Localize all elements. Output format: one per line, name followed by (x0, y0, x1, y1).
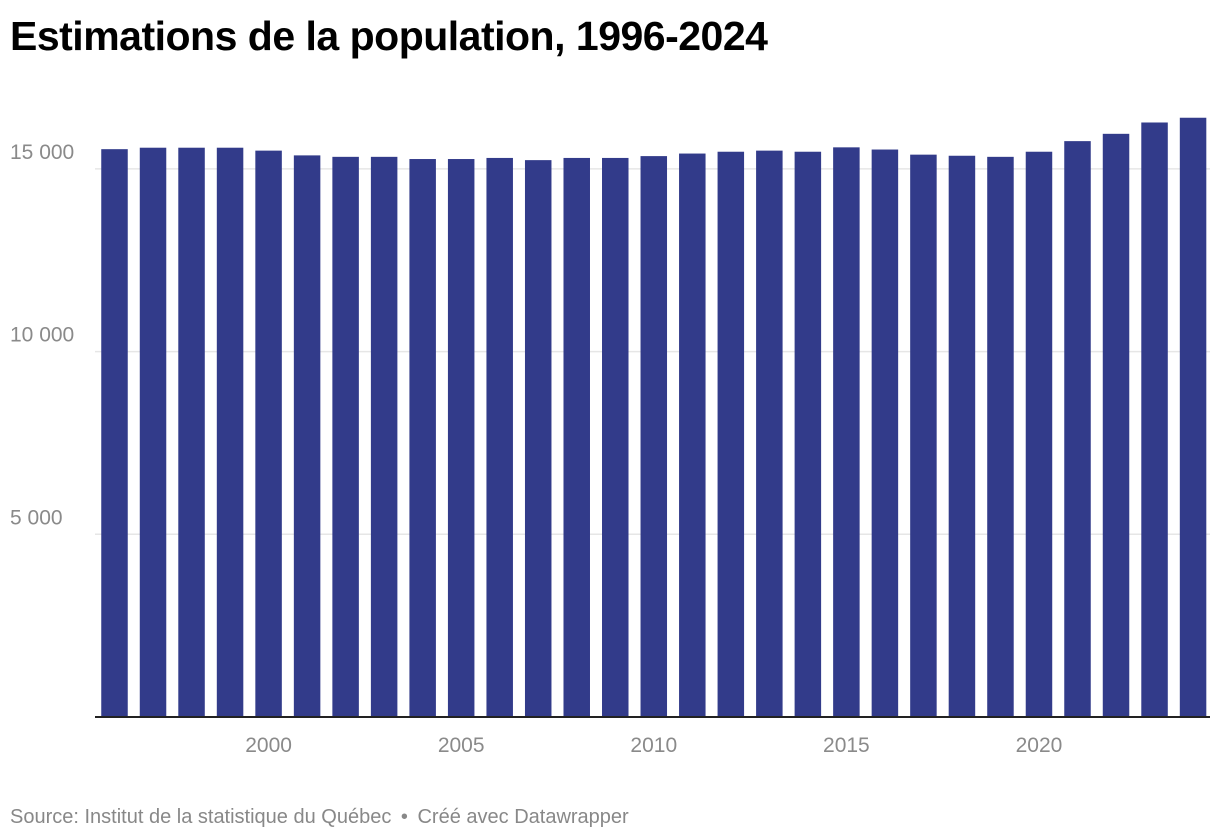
y-tick-label: 10 000 (10, 324, 74, 347)
bar-2008 (563, 157, 590, 717)
y-axis-labels: 5 000 10 000 15 000 (10, 141, 74, 529)
bar-2017 (910, 154, 937, 717)
bar-2011 (679, 153, 706, 718)
datawrapper-credit: Créé avec Datawrapper (417, 806, 629, 828)
bar-2014 (794, 151, 822, 718)
bar-2018 (948, 155, 976, 717)
bar-2000 (255, 150, 282, 717)
bar-2016 (871, 149, 899, 717)
bar-2002 (332, 156, 359, 718)
bar-1996 (101, 149, 128, 718)
x-tick-label: 2005 (438, 734, 485, 757)
bar-2022 (1102, 133, 1130, 717)
bar-1998 (178, 147, 205, 717)
bar-2024 (1179, 117, 1207, 718)
x-tick-label: 2000 (245, 734, 292, 757)
bar-2023 (1141, 122, 1168, 718)
bar-2004 (409, 159, 436, 717)
y-tick-label: 5 000 (10, 506, 63, 529)
bar-2013 (756, 150, 783, 717)
chart-title: Estimations de la population, 1996-2024 (10, 13, 768, 59)
bar-2012 (717, 151, 745, 718)
bar-chart: 5 000 10 000 15 000 2000 2005 2010 2015 2020 (10, 117, 1210, 757)
bar-2007 (524, 160, 552, 717)
bar-2019 (987, 156, 1014, 718)
bar-2009 (602, 157, 629, 717)
bar-2005 (447, 159, 475, 717)
bar-2021 (1064, 141, 1091, 717)
footer-separator: • (400, 806, 408, 828)
bar-2015 (833, 147, 860, 718)
x-tick-label: 2010 (630, 734, 677, 757)
bar-1999 (216, 147, 244, 717)
bar-1997 (139, 147, 167, 717)
bar-2006 (486, 157, 513, 717)
x-tick-label: 2015 (823, 734, 870, 757)
bars (101, 117, 1207, 718)
y-tick-label: 15 000 (10, 141, 74, 164)
bar-2001 (293, 155, 321, 717)
bar-2010 (640, 156, 668, 718)
x-tick-label: 2020 (1016, 734, 1063, 757)
chart-footer: Source: Institut de la statistique du Qu… (10, 803, 629, 831)
bar-2003 (370, 156, 398, 718)
source-note: Source: Institut de la statistique du Qu… (10, 806, 392, 828)
x-axis-labels: 2000 2005 2010 2015 2020 (245, 734, 1062, 757)
bar-2020 (1025, 151, 1053, 718)
